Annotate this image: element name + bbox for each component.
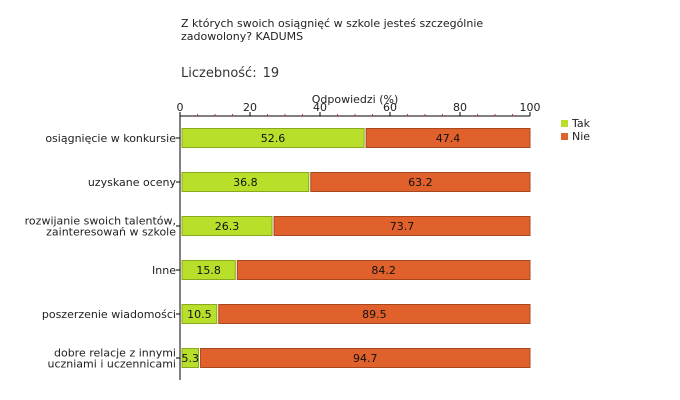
x-tick-label: 60 [383,101,397,114]
sample-size-value: 19 [262,66,280,81]
bar-nie [236,260,531,280]
bar-nie [200,348,531,368]
category-label: osiągnięcie w konkursie [45,132,176,145]
category-label: poszerzenie wiadomości [42,308,176,321]
legend: Tak Nie [561,117,590,143]
sample-size: Liczebność: 19 [181,66,279,81]
x-tick-label: 100 [520,101,541,114]
data-label: 94.7 [353,352,378,365]
sample-size-label: Liczebność: [181,66,257,81]
category-label: Inne [152,264,176,277]
legend-item-nie: Nie [561,130,590,143]
x-tick-label: 40 [313,101,327,114]
data-label: 36.8 [233,176,258,189]
legend-label: Tak [572,117,591,130]
x-tick-label: 80 [453,101,467,114]
data-label: 63.2 [408,176,433,189]
bar-nie [273,216,531,236]
data-label: 5.3 [182,352,200,365]
legend-swatch [561,120,568,127]
bar-nie [365,128,531,148]
legend-label: Nie [572,130,591,143]
x-axis-label: Odpowiedzi (%) [312,93,399,106]
legend-item-tak: Tak [561,117,590,130]
category-label: uzyskane oceny [88,176,177,189]
category-label: zainteresowań w szkole [46,226,176,239]
data-label: 15.8 [196,264,221,277]
x-tick-label: 0 [177,101,184,114]
data-label: 89.5 [362,308,387,321]
data-label: 73.7 [390,220,415,233]
data-label: 84.2 [371,264,396,277]
bar-tak [181,172,310,192]
category-label: uczniami i uczennicami [47,358,176,371]
x-tick-label: 20 [243,101,257,114]
bar-tak [181,304,218,324]
chart-title: Z których swoich osiągnięć w szkole jest… [181,17,484,43]
bar-nie [218,304,531,324]
data-label: 52.6 [261,132,286,145]
data-label: 26.3 [215,220,240,233]
data-label: 47.4 [436,132,461,145]
bar-tak [181,348,200,368]
legend-swatch [561,133,568,140]
bar-tak [181,216,273,236]
category-label: dobre relacje z innymi [54,347,176,360]
category-label: rozwijanie swoich talentów, [25,215,176,228]
bar-tak [181,128,365,148]
bar-nie [310,172,531,192]
data-label: 10.5 [187,308,212,321]
bar-tak [181,260,236,280]
